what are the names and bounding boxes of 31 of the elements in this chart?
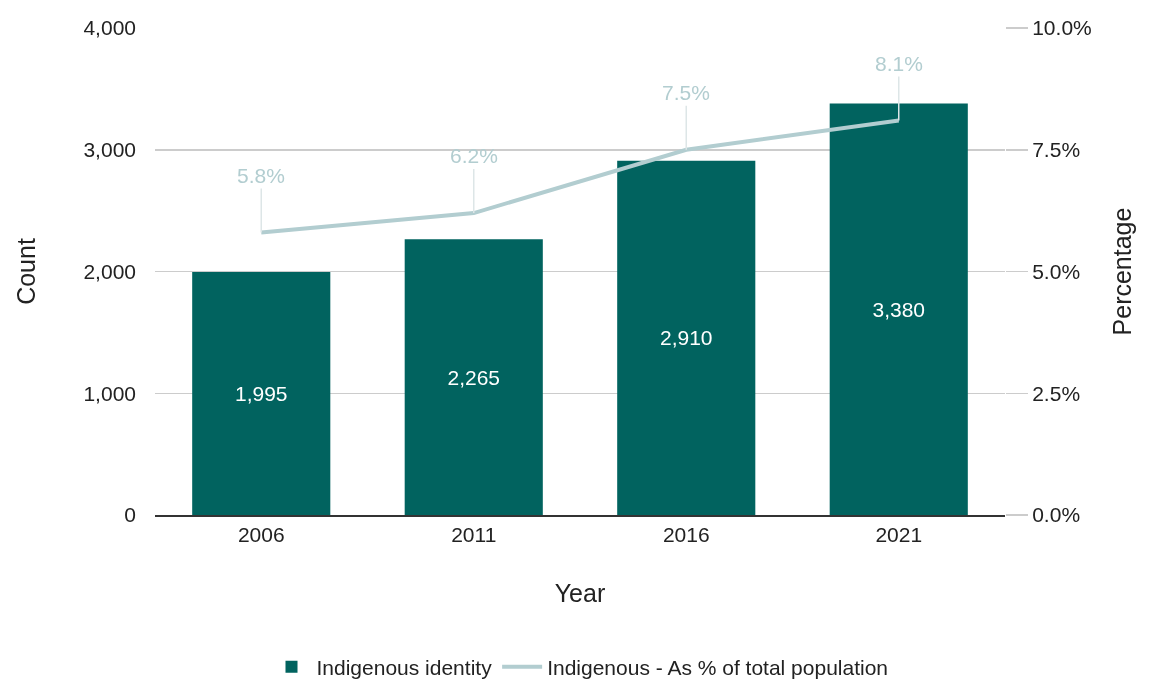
legend-label: Indigenous - As % of total population [547,655,889,679]
y-tick-label: 4,000 [83,16,136,40]
x-tick-label: 2006 [237,522,285,546]
y-tick-label: 0 [124,503,136,527]
y-axis-title: Count [12,238,41,305]
data-label: 6.2% [450,144,498,167]
legend-label: Indigenous identity [316,655,493,679]
y-tick-label: 1,000 [83,381,136,405]
data-label: 1,995 [234,382,288,406]
y2-tick-label: 2.5% [1032,381,1081,405]
y2-tick-label: 5.0% [1032,259,1081,283]
y-tick-label: 2,000 [83,259,136,283]
y2-axis-title: Percentage [1107,207,1136,336]
x-axis-title: Year [554,579,606,608]
bar [829,103,968,515]
data-label: 5.8% [237,164,285,187]
data-label: 8.1% [875,52,923,75]
x-tick-label: 2016 [662,522,710,546]
x-tick-label: 2011 [451,522,497,546]
bar [404,239,543,515]
y-tick-label: 3,000 [83,138,136,162]
data-label: 2,910 [659,326,713,350]
y2-tick-label: 10.0% [1032,16,1092,40]
bar [192,272,331,515]
y2-tick-label: 0.0% [1032,503,1081,527]
data-label: 7.5% [662,81,710,104]
data-label: 2,265 [447,365,501,389]
bar [617,160,756,515]
x-tick-label: 2021 [875,522,923,546]
data-label: 3,380 [872,297,926,321]
y2-tick-label: 7.5% [1032,138,1081,162]
